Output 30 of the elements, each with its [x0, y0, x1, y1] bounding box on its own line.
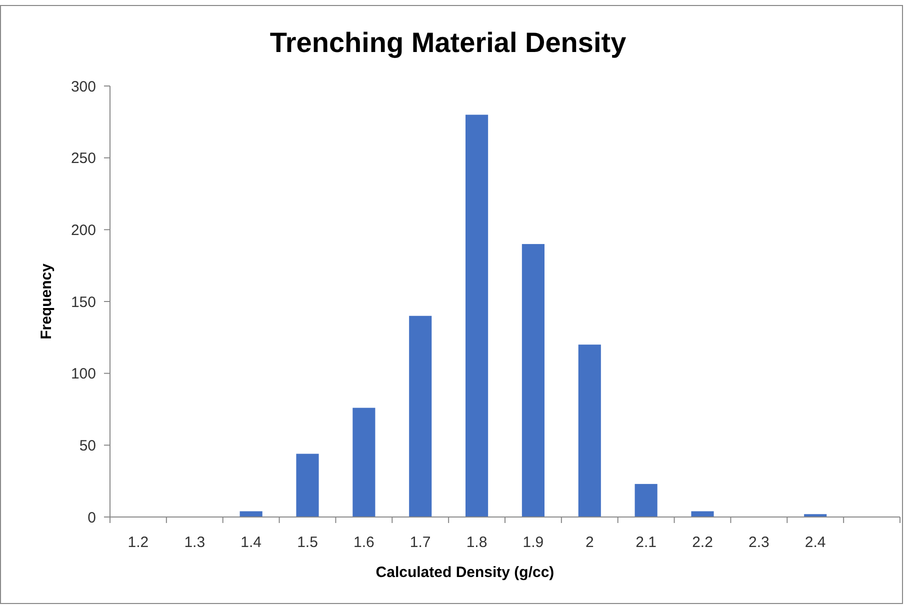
x-axis-title: Calculated Density (g/cc): [376, 564, 554, 581]
bar: [466, 114, 488, 517]
y-tick-label: 150: [70, 294, 96, 311]
x-tick-label: 2.4: [804, 534, 826, 551]
x-tick-label: 1.5: [297, 534, 318, 551]
bar: [522, 244, 544, 517]
x-tick-label: 2.2: [692, 534, 713, 551]
y-tick-label: 50: [79, 437, 96, 454]
bar: [578, 344, 601, 517]
x-tick-label: 1.7: [410, 534, 431, 551]
x-tick-label: 2.3: [748, 534, 770, 551]
x-tick-label: 1.2: [128, 534, 149, 551]
x-tick-label: 1.3: [184, 534, 206, 551]
x-tick-label: 1.8: [466, 534, 488, 551]
y-tick-label: 200: [70, 222, 96, 239]
y-tick-label: 300: [70, 78, 96, 96]
y-tick-label: 100: [70, 366, 96, 383]
x-tick-label: 1.4: [240, 534, 262, 551]
x-tick-label: 2.1: [636, 534, 656, 551]
bar: [352, 408, 376, 517]
y-tick-label: 0: [88, 509, 96, 526]
y-tick-label: 250: [70, 150, 96, 168]
x-tick-label: 1.6: [354, 534, 374, 551]
x-tick-label: 1.9: [522, 534, 544, 551]
bar: [634, 484, 658, 517]
x-tick-label: 2: [585, 534, 594, 551]
bar: [409, 316, 432, 517]
chart-title: Trenching Material Density: [270, 27, 627, 58]
bar: [296, 454, 319, 517]
y-axis-title: Frequency: [38, 262, 55, 340]
